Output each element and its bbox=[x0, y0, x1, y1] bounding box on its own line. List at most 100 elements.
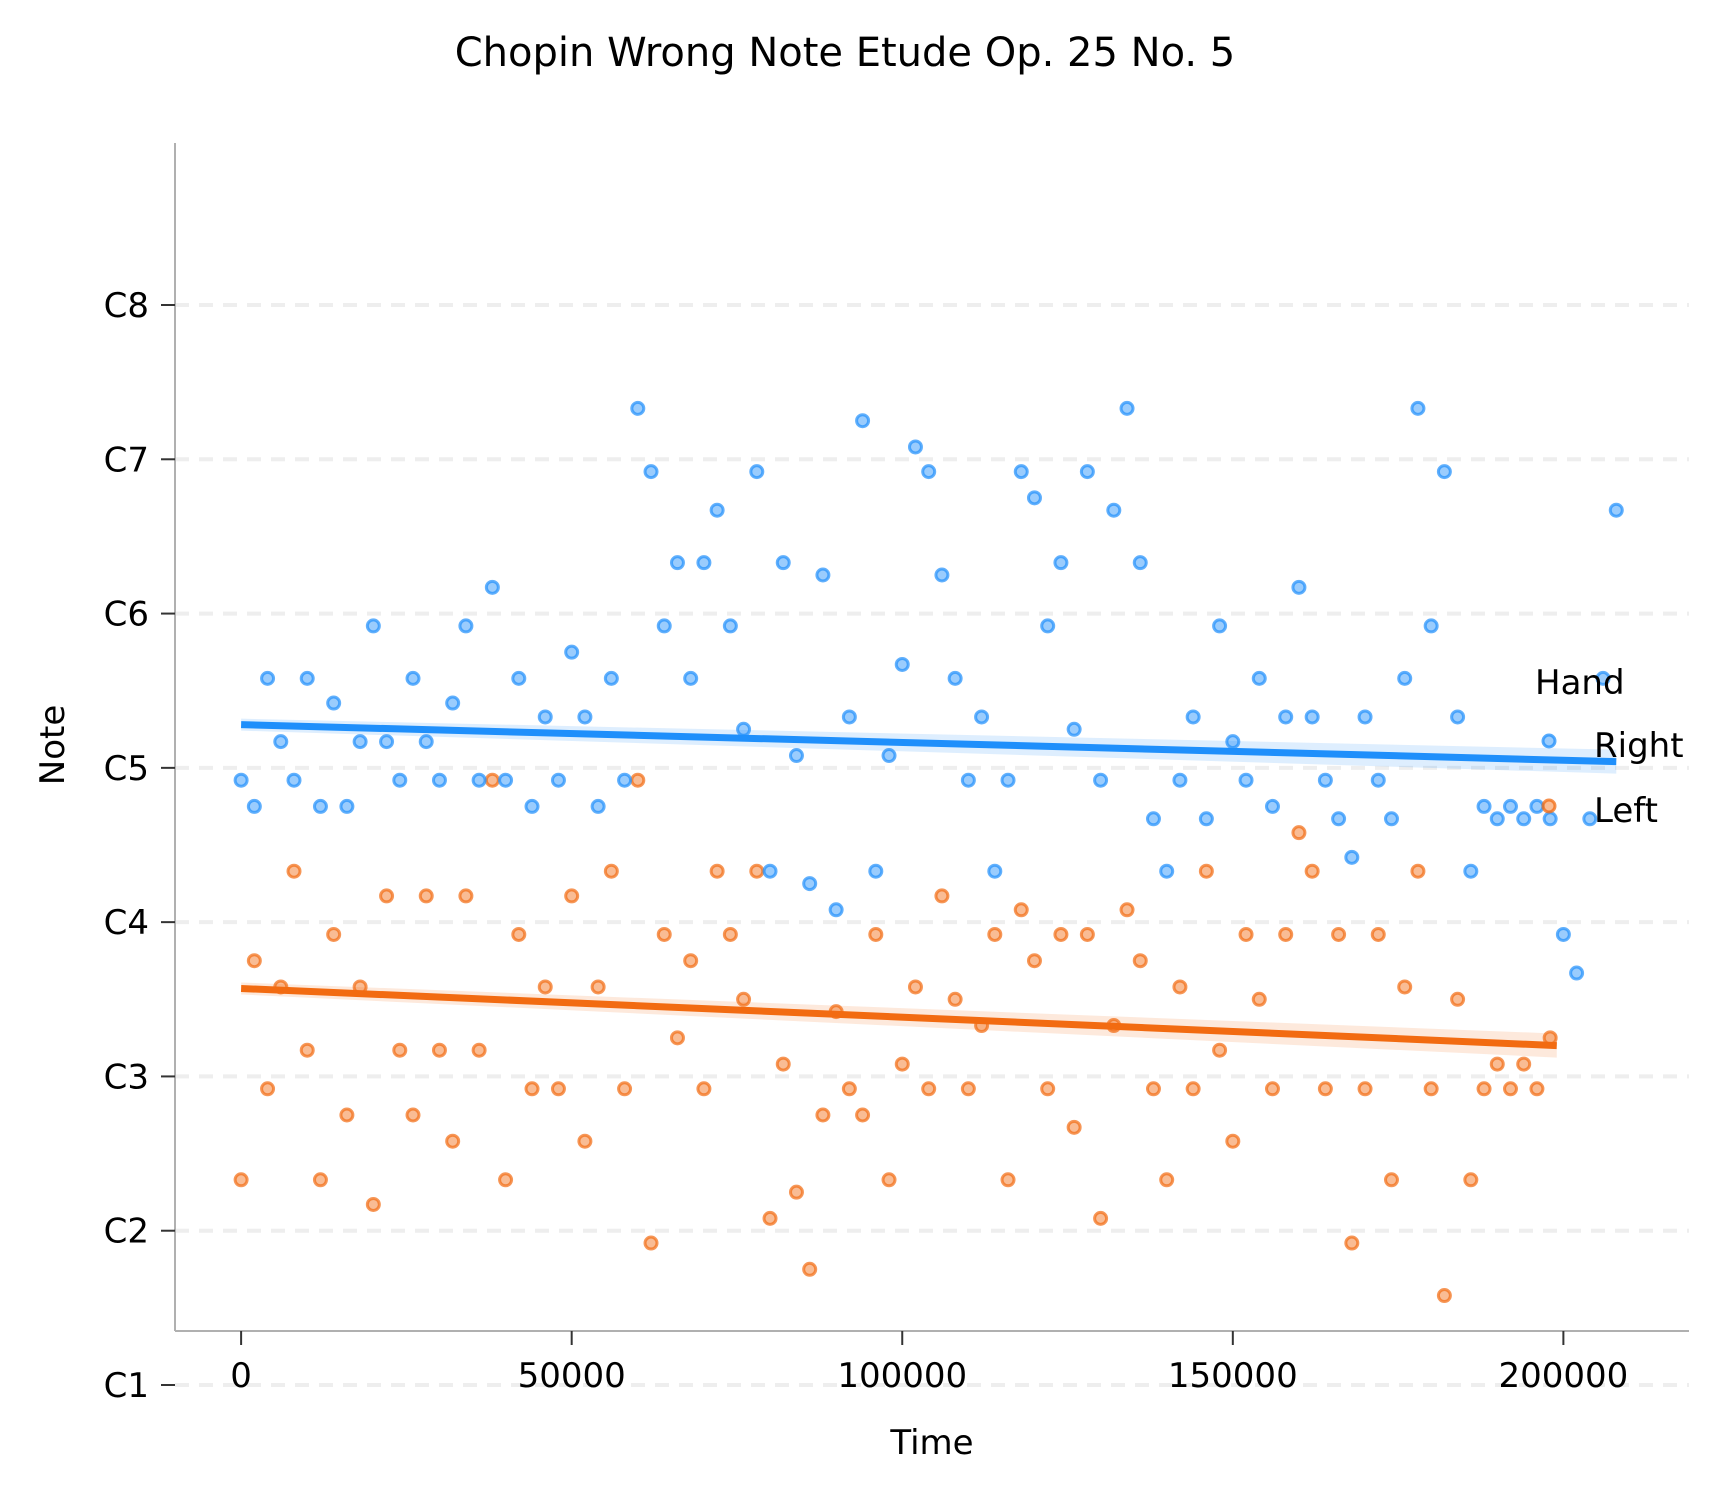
y-tick-label: C2 bbox=[104, 1212, 149, 1252]
data-point-left bbox=[1013, 902, 1029, 918]
data-point-right bbox=[1013, 464, 1029, 480]
data-point-right bbox=[550, 772, 566, 788]
data-point-left bbox=[683, 953, 699, 969]
data-point-left bbox=[1489, 1056, 1505, 1072]
data-point-right bbox=[246, 798, 262, 814]
data-point-right bbox=[339, 798, 355, 814]
data-point-right bbox=[1529, 798, 1545, 814]
data-point-right bbox=[1264, 798, 1280, 814]
data-point-right bbox=[524, 798, 540, 814]
data-point-left bbox=[299, 1042, 315, 1058]
data-point-right bbox=[1066, 721, 1082, 737]
data-point-left bbox=[233, 1172, 249, 1188]
data-point-left bbox=[1264, 1081, 1280, 1097]
data-point-left bbox=[312, 1172, 328, 1188]
data-point-left bbox=[921, 1081, 937, 1097]
data-point-right bbox=[947, 670, 963, 686]
data-point-left bbox=[762, 1210, 778, 1226]
data-point-right bbox=[458, 618, 474, 634]
data-point-left bbox=[775, 1056, 791, 1072]
data-point-left bbox=[630, 772, 646, 788]
data-point-right bbox=[1093, 772, 1109, 788]
data-point-left bbox=[1331, 926, 1347, 942]
data-point-left bbox=[947, 991, 963, 1007]
data-point-left bbox=[365, 1196, 381, 1212]
data-point-left bbox=[1066, 1119, 1082, 1135]
data-point-left bbox=[458, 888, 474, 904]
data-point-left bbox=[960, 1081, 976, 1097]
data-point-left bbox=[1238, 926, 1254, 942]
data-point-left bbox=[881, 1172, 897, 1188]
data-point-left bbox=[1212, 1042, 1228, 1058]
data-point-left bbox=[1079, 926, 1095, 942]
data-point-left bbox=[577, 1133, 593, 1149]
trend-line-left bbox=[240, 984, 1557, 1050]
data-point-left bbox=[1370, 926, 1386, 942]
y-tick-label: C1 bbox=[104, 1366, 149, 1406]
data-point-left bbox=[696, 1081, 712, 1097]
data-point-right bbox=[365, 618, 381, 634]
data-point-right bbox=[1278, 709, 1294, 725]
data-point-right bbox=[1238, 772, 1254, 788]
data-point-left bbox=[1145, 1081, 1161, 1097]
data-point-right bbox=[709, 502, 725, 518]
data-point-right bbox=[881, 748, 897, 764]
data-point-right bbox=[1344, 849, 1360, 865]
data-point-left bbox=[709, 863, 725, 879]
data-point-right bbox=[762, 863, 778, 879]
data-point-right bbox=[260, 670, 276, 686]
data-point-right bbox=[471, 772, 487, 788]
data-point-right bbox=[1331, 811, 1347, 827]
data-point-left bbox=[246, 953, 262, 969]
data-point-left bbox=[260, 1081, 276, 1097]
data-point-left bbox=[1423, 1081, 1439, 1097]
data-point-left bbox=[894, 1056, 910, 1072]
data-point-left bbox=[1397, 979, 1413, 995]
data-point-right bbox=[1476, 798, 1492, 814]
data-point-left bbox=[841, 1081, 857, 1097]
data-point-left bbox=[471, 1042, 487, 1058]
data-point-left bbox=[445, 1133, 461, 1149]
legend-title: Hand bbox=[1535, 663, 1625, 703]
data-point-right bbox=[656, 618, 672, 634]
data-point-right bbox=[1159, 863, 1175, 879]
data-point-left bbox=[1159, 1172, 1175, 1188]
data-point-left bbox=[1344, 1235, 1360, 1251]
trend-line-right bbox=[241, 721, 1617, 766]
data-point-left bbox=[1093, 1210, 1109, 1226]
data-point-right bbox=[1383, 811, 1399, 827]
data-point-right bbox=[326, 695, 342, 711]
data-point-right bbox=[405, 670, 421, 686]
data-point-left bbox=[987, 926, 1003, 942]
data-point-left bbox=[1383, 1172, 1399, 1188]
data-point-right bbox=[788, 748, 804, 764]
data-point-right bbox=[233, 772, 249, 788]
data-point-right bbox=[960, 772, 976, 788]
data-point-right bbox=[802, 876, 818, 892]
data-point-left bbox=[431, 1042, 447, 1058]
data-point-right bbox=[564, 644, 580, 660]
data-point-right bbox=[1172, 772, 1188, 788]
data-point-right bbox=[1502, 798, 1518, 814]
x-tick-label: 200000 bbox=[1498, 1356, 1628, 1396]
data-point-right bbox=[537, 709, 553, 725]
data-point-left bbox=[802, 1261, 818, 1277]
data-point-right bbox=[1569, 965, 1585, 981]
data-point-left bbox=[286, 863, 302, 879]
data-point-right bbox=[841, 709, 857, 725]
data-point-left bbox=[498, 1172, 514, 1188]
data-point-right bbox=[498, 772, 514, 788]
x-tick-label: 0 bbox=[230, 1356, 252, 1396]
data-point-right bbox=[907, 439, 923, 455]
data-point-right bbox=[1185, 709, 1201, 725]
data-point-left bbox=[1198, 863, 1214, 879]
data-point-left bbox=[617, 1081, 633, 1097]
data-point-right bbox=[696, 555, 712, 571]
data-point-right bbox=[1463, 863, 1479, 879]
data-point-right bbox=[418, 734, 434, 750]
data-point-left bbox=[537, 979, 553, 995]
data-point-right bbox=[1317, 772, 1333, 788]
data-point-right bbox=[1410, 400, 1426, 416]
data-point-right bbox=[775, 555, 791, 571]
